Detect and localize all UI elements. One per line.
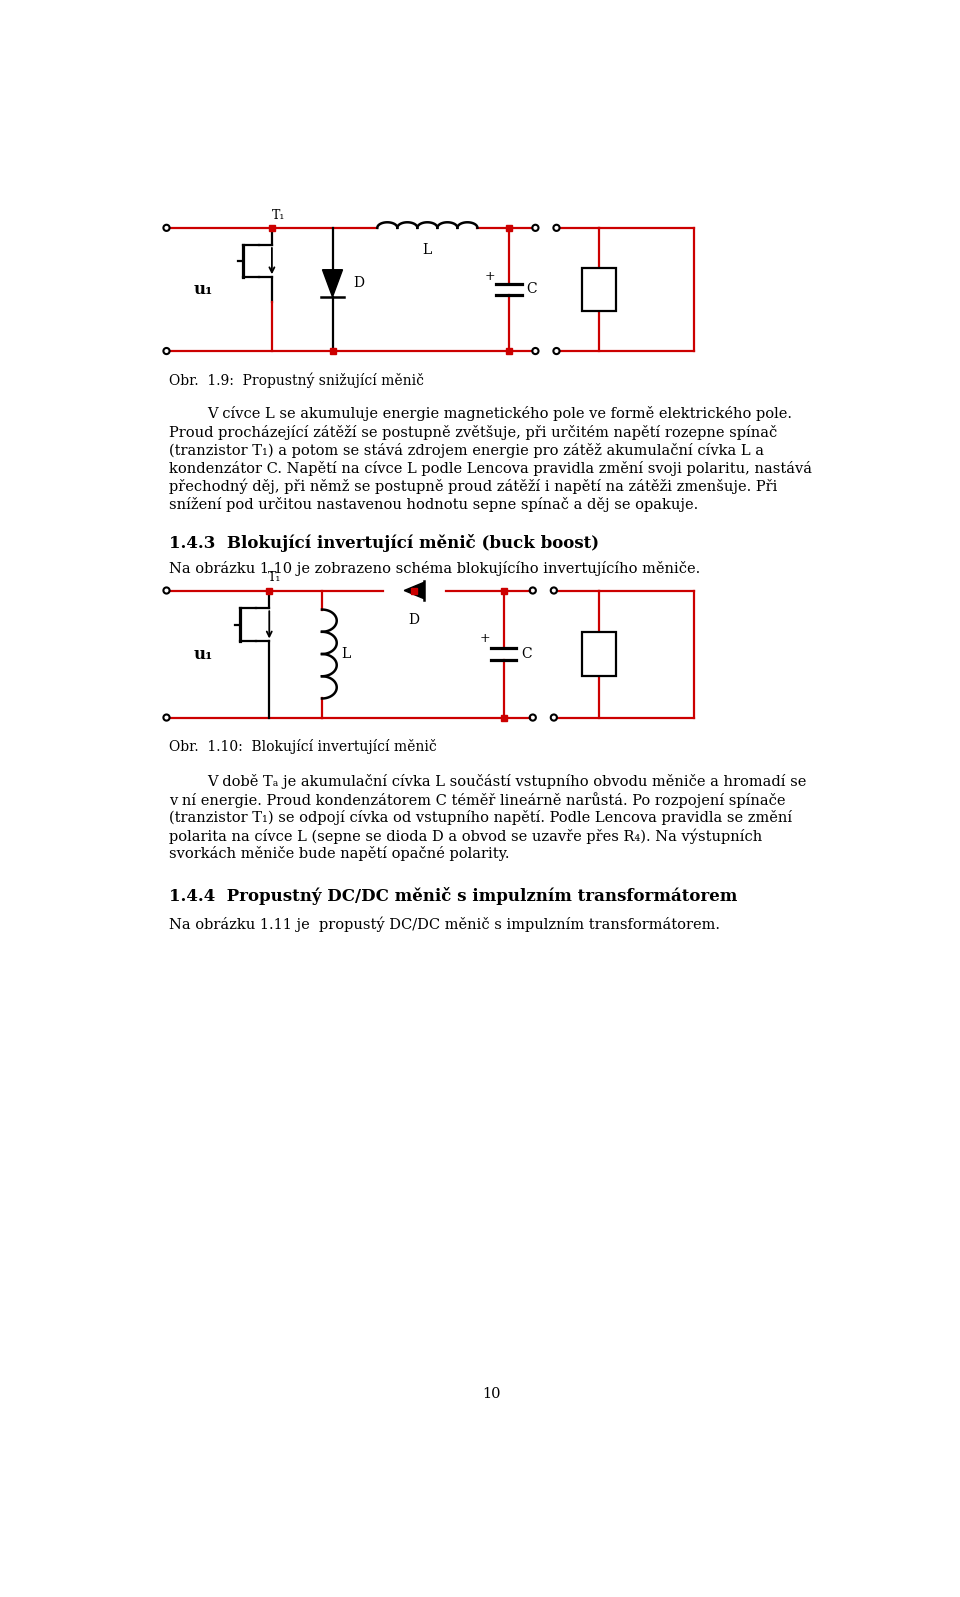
Text: V cívce L se akumuluje energie magnetického pole ve formě elektrického pole.: V cívce L se akumuluje energie magnetick…: [207, 407, 793, 422]
Text: Obr.  1.9:  Propustný snižující měnič: Obr. 1.9: Propustný snižující měnič: [169, 372, 423, 388]
Text: C: C: [526, 283, 537, 297]
Text: u₂: u₂: [586, 281, 605, 299]
Text: přechodný děj, při němž se postupně proud zátěží i napětí na zátěži zmenšuje. Př: přechodný děj, při němž se postupně prou…: [169, 479, 778, 495]
Text: V době Tₐ je akumulační cívka L součástí vstupního obvodu měniče a hromadí se: V době Tₐ je akumulační cívka L součástí…: [207, 775, 807, 789]
Text: Obr.  1.10:  Blokující invertující měnič: Obr. 1.10: Blokující invertující měnič: [169, 739, 437, 754]
Text: u₁: u₁: [194, 281, 213, 299]
Text: +: +: [485, 270, 495, 283]
Text: Proud procházející zátěží se postupně zvětšuje, při určitém napětí rozepne spína: Proud procházející zátěží se postupně zv…: [169, 425, 777, 439]
Text: polarita na cívce L (sepne se dioda D a obvod se uzavře přes R₄). Na výstupních: polarita na cívce L (sepne se dioda D a …: [169, 829, 762, 843]
Text: +: +: [480, 632, 491, 645]
Text: T₁: T₁: [268, 572, 281, 585]
Text: L: L: [422, 243, 432, 257]
Text: u₂: u₂: [583, 645, 602, 663]
Text: 1.4.4  Propustný DC/DC měnič s impulzním transformátorem: 1.4.4 Propustný DC/DC měnič s impulzním …: [169, 888, 737, 905]
Text: snížení pod určitou nastavenou hodnotu sepne spínač a děj se opakuje.: snížení pod určitou nastavenou hodnotu s…: [169, 497, 698, 513]
Text: R₄: R₄: [591, 283, 606, 295]
Text: Na obrázku 1.10 je zobrazeno schéma blokujícího invertujícího měniče.: Na obrázku 1.10 je zobrazeno schéma blok…: [169, 561, 700, 577]
Text: C: C: [521, 647, 532, 661]
Text: u₁: u₁: [194, 645, 213, 663]
Polygon shape: [323, 270, 343, 297]
Text: kondenzátor C. Napětí na cívce L podle Lencova pravidla změní svoji polaritu, na: kondenzátor C. Napětí na cívce L podle L…: [169, 462, 812, 476]
Text: v ní energie. Proud kondenzátorem C téměř lineárně narůstá. Po rozpojení spínače: v ní energie. Proud kondenzátorem C témě…: [169, 792, 785, 808]
Text: (tranzistor T₁) se odpojí cívka od vstupního napětí. Podle Lencova pravidla se z: (tranzistor T₁) se odpojí cívka od vstup…: [169, 810, 792, 826]
Bar: [582, 268, 615, 311]
Text: T₁: T₁: [272, 209, 285, 222]
Text: Na obrázku 1.11 je  propustý DC/DC měnič s impulzním transformátorem.: Na obrázku 1.11 je propustý DC/DC měnič …: [169, 917, 720, 933]
Text: (tranzistor T₁) a potom se stává zdrojem energie pro zátěž akumulační cívka L a: (tranzistor T₁) a potom se stává zdrojem…: [169, 442, 764, 458]
Polygon shape: [404, 583, 424, 599]
Text: R₄: R₄: [591, 647, 606, 661]
Text: 10: 10: [483, 1388, 501, 1402]
Bar: [582, 632, 615, 676]
Text: D: D: [353, 276, 365, 291]
Text: D: D: [409, 613, 420, 628]
Text: svorkách měniče bude napětí opačné polarity.: svorkách měniče bude napětí opačné polar…: [169, 846, 510, 861]
Text: L: L: [342, 647, 350, 661]
Text: 1.4.3  Blokující invertující měnič (buck boost): 1.4.3 Blokující invertující měnič (buck …: [169, 535, 599, 553]
